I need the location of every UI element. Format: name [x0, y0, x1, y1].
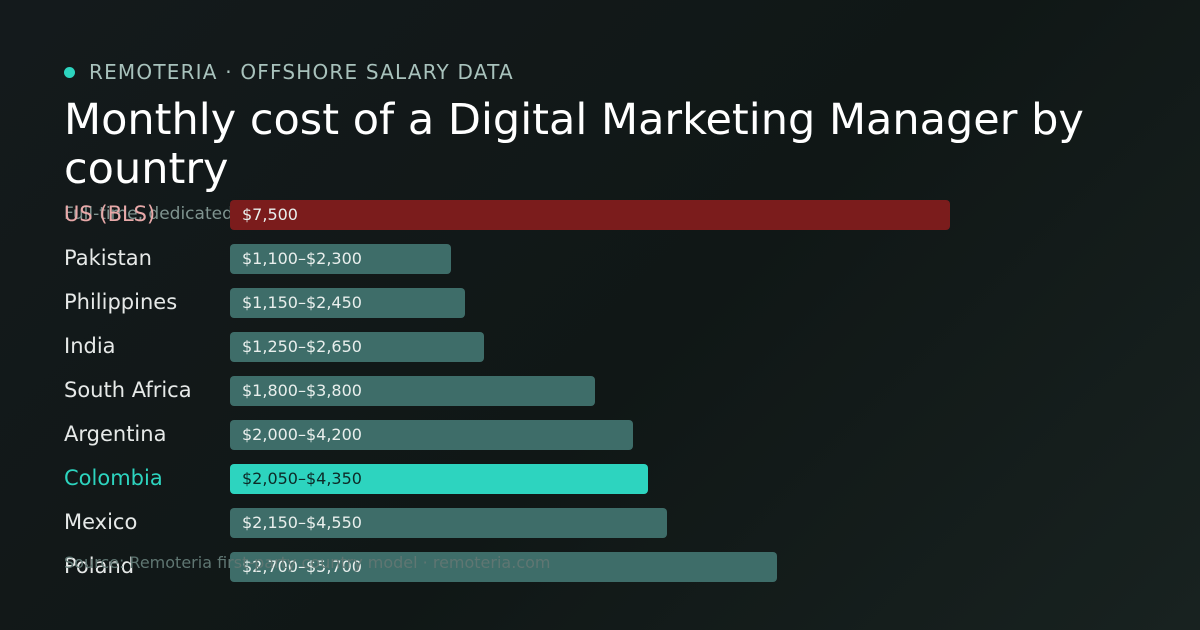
data-label: $1,800–$3,800: [242, 381, 362, 400]
bar: $2,150–$4,550: [230, 508, 667, 538]
data-label: $2,700–$5,700: [242, 557, 362, 576]
category-label: Pakistan: [64, 246, 152, 270]
bar: $2,050–$4,350: [230, 464, 648, 494]
category-label: India: [64, 334, 116, 358]
bar: $7,500: [230, 200, 950, 230]
bar: $2,700–$5,700: [230, 552, 778, 582]
bar: $1,250–$2,650: [230, 332, 485, 362]
data-label: $1,150–$2,450: [242, 293, 362, 312]
chart-subtitle: Full-time, dedicated: [64, 204, 233, 224]
category-label: Poland: [64, 554, 135, 578]
bar: $1,800–$3,800: [230, 376, 595, 406]
source-note: Source: Remoteria first-party country mo…: [64, 553, 551, 572]
data-label: $1,100–$2,300: [242, 249, 362, 268]
brand-header: REMOTERIA · OFFSHORE SALARY DATA: [64, 60, 514, 84]
category-label: South Africa: [64, 378, 192, 402]
category-label: US (BLS): [64, 202, 156, 226]
brand-dot-icon: [64, 66, 75, 78]
data-label: $2,150–$4,550: [242, 513, 362, 532]
data-label: $1,250–$2,650: [242, 337, 362, 356]
bar: $2,000–$4,200: [230, 420, 634, 450]
data-label: $7,500: [242, 205, 298, 224]
category-label: Philippines: [64, 290, 178, 314]
data-label: $2,000–$4,200: [242, 425, 362, 444]
category-label: Mexico: [64, 510, 138, 534]
category-label: Colombia: [64, 466, 163, 490]
bar: $1,100–$2,300: [230, 244, 451, 274]
bar: $1,150–$2,450: [230, 288, 466, 318]
data-label: $2,050–$4,350: [242, 469, 362, 488]
brand-name: REMOTERIA · OFFSHORE SALARY DATA: [89, 60, 514, 84]
chart-title: Monthly cost of a Digital Marketing Mana…: [64, 95, 1084, 194]
category-label: Argentina: [64, 422, 167, 446]
